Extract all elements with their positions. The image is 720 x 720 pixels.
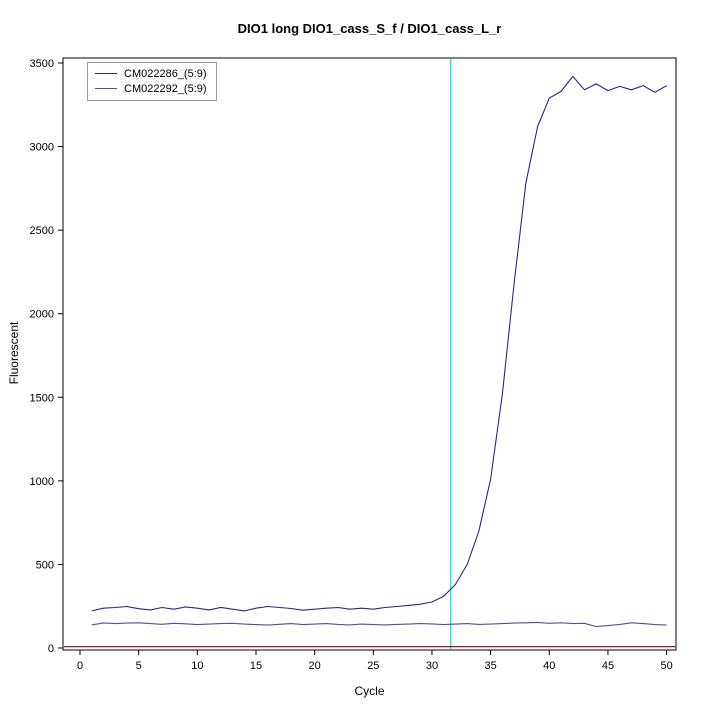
- legend-line-swatch: [95, 73, 117, 74]
- y-axis-label: Fluorescent: [7, 321, 21, 385]
- y-tick-label: 500: [36, 559, 54, 571]
- y-tick-label: 3000: [30, 142, 54, 154]
- y-tick-label: 0: [48, 643, 54, 655]
- series-line-1: [91, 621, 667, 628]
- x-tick-label: 35: [485, 660, 497, 672]
- x-tick-label: 10: [191, 660, 203, 672]
- y-tick-label: 1500: [30, 392, 54, 404]
- x-tick-label: 15: [250, 660, 262, 672]
- legend-line-swatch: [95, 88, 117, 89]
- legend: CM022286_(5:9) CM022292_(5:9): [87, 62, 217, 101]
- x-tick-label: 25: [367, 660, 379, 672]
- x-tick-label: 5: [136, 660, 142, 672]
- x-axis-label: Cycle: [354, 684, 385, 698]
- legend-label: CM022292_(5:9): [124, 82, 207, 95]
- x-tick-label: 20: [309, 660, 321, 672]
- y-tick-label: 2500: [30, 225, 54, 237]
- plot-frame: [62, 57, 677, 651]
- x-tick-label: 30: [426, 660, 438, 672]
- x-tick-label: 50: [660, 660, 672, 672]
- x-tick-label: 0: [77, 660, 83, 672]
- legend-label: CM022286_(5:9): [124, 67, 207, 80]
- series-line-0: [91, 75, 667, 612]
- y-tick-label: 1000: [30, 476, 54, 488]
- y-tick-label: 2000: [30, 309, 54, 321]
- legend-item: CM022286_(5:9): [95, 66, 207, 81]
- y-tick-label: 3500: [30, 58, 54, 70]
- legend-item: CM022292_(5:9): [95, 81, 207, 96]
- x-tick-label: 45: [602, 660, 614, 672]
- x-tick-label: 40: [543, 660, 555, 672]
- chart-title: DIO1 long DIO1_cass_S_f / DIO1_cass_L_r: [237, 21, 502, 36]
